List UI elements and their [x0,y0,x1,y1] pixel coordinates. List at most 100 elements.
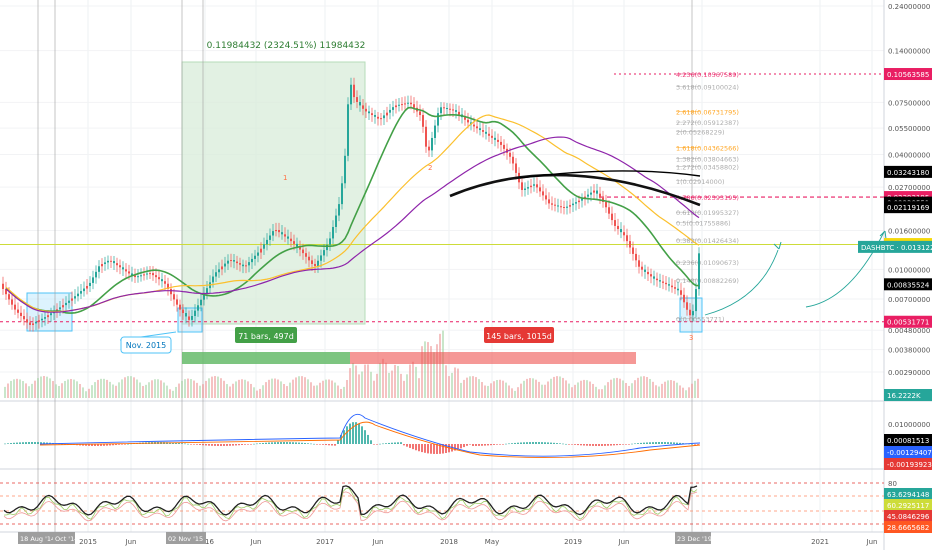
volume-bar [76,381,78,398]
price-label: 0.00531771 [887,319,929,327]
volume-bar [115,385,117,398]
candle-body [524,188,526,190]
volume-bar [283,383,285,398]
fibonacci-retracement: 4.236(0.10567589) 3.618(0.09100024) 2.618(… [676,71,739,323]
volume-bar [10,380,12,398]
macd-histogram-bar [358,423,360,444]
candle-body [116,263,118,266]
candle-body [272,231,274,236]
macd-histogram-bar [175,442,177,444]
candle-body [302,249,304,254]
volume-bar [22,381,24,398]
macd-histogram-bar [274,442,276,444]
volume-bar [547,381,549,398]
macd-histogram-bar [418,444,420,452]
macd-tick-box [884,458,932,470]
macd-histogram-bar [250,444,252,445]
candle-body [14,304,16,310]
candle-body [365,108,367,112]
volume-bar [343,386,345,398]
wave-marker: 1 [283,174,287,182]
price-tick-label: 0.24000000 [888,3,930,11]
macd-histogram-bar [37,442,39,444]
volume-bar [391,370,393,398]
volume-bar [358,374,360,398]
macd-histogram-bar [469,444,471,445]
time-tick-label: 2015 [79,538,97,546]
wave-marker: 2 [428,164,432,172]
candle-body [632,247,634,254]
candle-body [119,265,121,268]
macd-histogram-bar [19,442,21,444]
candle-body [242,264,244,267]
candle-body [176,299,178,305]
macd-histogram-bar [121,444,123,445]
macd-histogram-bar [439,444,441,454]
candle-body [440,107,442,114]
candle-body [689,309,691,316]
candle-body [281,232,283,235]
macd-histogram-bar [31,442,33,444]
candle-body [269,235,271,240]
macd-histogram-bar [691,443,693,445]
volume-bar [415,366,417,398]
volume-bar [121,379,123,398]
fib-level-label: 3.618(0.09100024) [676,83,739,91]
candle-body [329,238,331,245]
volume-bar [307,379,309,398]
volume-bar [274,378,276,398]
candle-body [482,130,484,132]
candle-body [650,274,652,277]
candle-body [593,190,595,193]
volume-bar [604,385,606,398]
volume-bar [172,390,174,398]
fib-level-label: 0.5(0.01755886) [676,220,731,228]
candle-body [20,312,22,317]
candle-body [179,304,181,310]
fib-level-label: 0.786(0.02393195) [676,194,739,202]
volume-bar [433,352,435,398]
candle-body [458,111,460,115]
arc-line-thin [519,170,701,179]
macd-histogram-bar [385,443,387,444]
candle-body [629,241,631,248]
macd-histogram-bar [352,422,354,444]
volume-bar [565,380,567,398]
candle-body [338,204,340,216]
volume-bar [676,382,678,398]
macd-histogram-bar [682,443,684,444]
price-label: DASHBTC · 0.01312220 [861,244,932,252]
macd-histogram-bar [223,444,225,446]
volume-bar [211,376,213,398]
macd-histogram-bar [577,444,579,446]
macd-histogram-bar [199,444,201,446]
macd-histogram-bar [661,442,663,444]
macd-histogram-bar [460,444,462,449]
macd-histogram-bar [427,444,429,454]
volume-bar [382,358,384,398]
volume-bar [610,379,612,398]
arrowhead-1 [773,241,782,250]
candle-body [161,279,163,282]
candle-body [47,315,49,318]
macd-histogram-bar [496,444,498,445]
candle-body [65,302,67,306]
volume-bar [451,372,453,398]
candle-body [353,84,355,98]
volume-bar [244,379,246,398]
macd-histogram-bar [25,442,27,444]
macd-histogram-bar [85,444,87,446]
volume-bar [289,382,291,398]
volume-bar [184,379,186,398]
candle-body [62,305,64,308]
candle-body [380,118,382,120]
macd-histogram-bar [343,430,345,444]
volume-bar [250,383,252,398]
volume-bar [226,384,228,398]
volume-bar [19,379,21,398]
arrowhead-2 [879,230,887,240]
volume-bar [361,371,363,398]
volume-bar [481,382,483,398]
volume-bar [640,376,642,398]
volume-bar [79,383,81,398]
